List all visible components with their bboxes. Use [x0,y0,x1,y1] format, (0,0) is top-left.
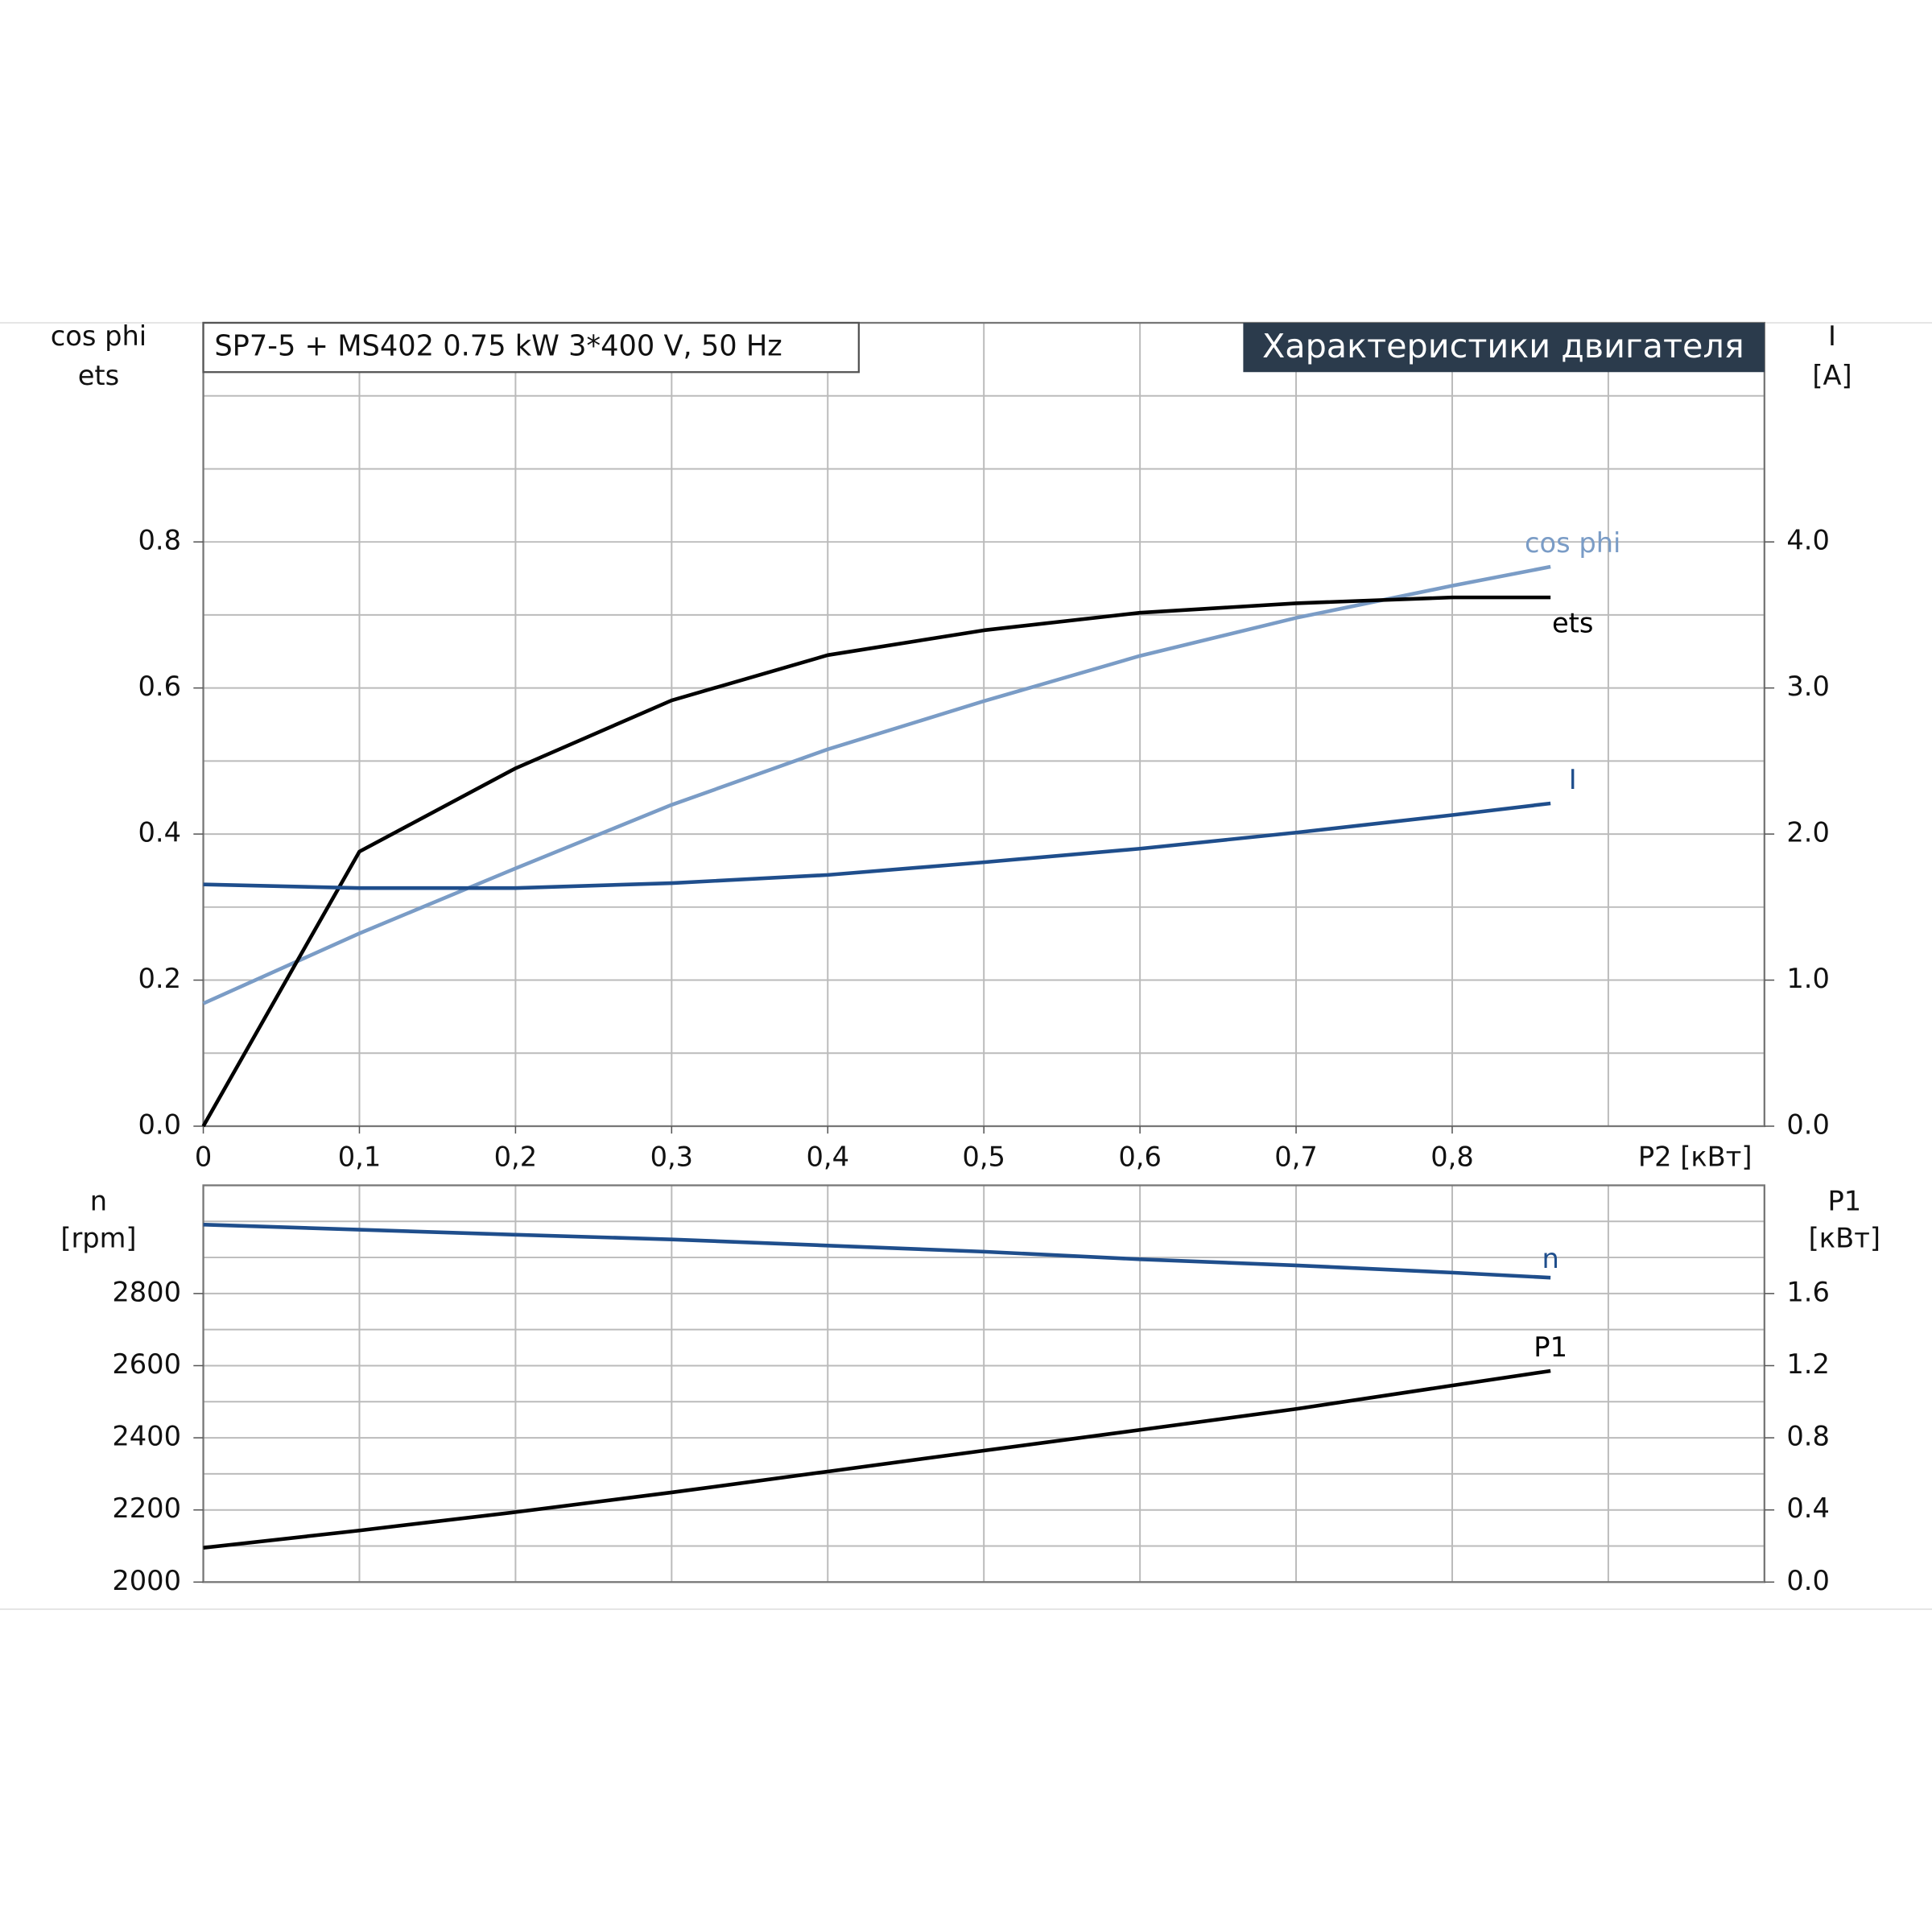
y2-tick-label: 0.0 [1786,1565,1830,1596]
header-box [1243,323,1765,373]
y-tick-label: 2200 [112,1492,181,1524]
y-tick-label: 0.8 [138,525,181,556]
y-tick-label: 0.2 [138,963,181,994]
y2-tick-label: 3.0 [1786,671,1830,702]
x-tick-label: 0,4 [806,1141,849,1172]
y2-tick-label: 1.0 [1786,963,1830,994]
x-tick-label: 0,1 [338,1141,382,1172]
chart-subtitle: Характеристики двигателя [1262,327,1744,365]
series-label: cos phi [1525,527,1620,559]
title-box [202,321,860,374]
series-line [203,801,1551,890]
series-line [201,595,1551,1128]
series-label: ets [1552,607,1593,638]
y-axis-label: ets [78,360,119,391]
x-axis-label: P2 [кВт] [1638,1141,1752,1172]
y2-axis-label: P1 [1827,1185,1861,1216]
y2-tick-label: 4.0 [1786,525,1830,556]
y-tick-label: 0.6 [138,671,181,702]
y2-tick-label: 2.0 [1786,817,1830,848]
chart-title: SP7-5 + MS402 0.75 kW 3*400 V, 50 Hz [214,330,782,363]
y-tick-label: 0.4 [138,817,181,848]
x-tick-label: 0,5 [962,1141,1005,1172]
y2-tick-label: 0.8 [1786,1421,1830,1452]
y2-tick-label: 0.0 [1786,1108,1830,1140]
y2-axis-label: [A] [1812,360,1852,391]
y2-tick-label: 0.4 [1786,1492,1830,1524]
series-line [203,1222,1551,1280]
y2-tick-label: 1.2 [1786,1348,1830,1380]
series-label: P1 [1534,1331,1567,1363]
y-axis-label: [rpm] [60,1222,136,1253]
x-tick-label: 0,8 [1430,1141,1474,1172]
x-tick-label: 0,3 [650,1141,694,1172]
y-tick-label: 2000 [112,1565,181,1596]
series-label: n [1542,1243,1558,1274]
series-label: I [1569,764,1577,795]
y-tick-label: 0.0 [138,1108,181,1140]
y2-axis-label: I [1828,320,1836,352]
plot-frame [202,1184,1765,1583]
x-tick-label: 0 [195,1141,212,1172]
x-tick-label: 0,7 [1274,1141,1318,1172]
x-tick-label: 0,2 [494,1141,538,1172]
series-line [202,564,1551,1005]
y-tick-label: 2600 [112,1348,181,1380]
y-tick-label: 2400 [112,1421,181,1452]
y-axis-label: n [90,1185,107,1216]
x-tick-label: 0,6 [1118,1141,1162,1172]
series-line [203,1368,1551,1550]
y-axis-label: cos phi [51,320,147,352]
y2-axis-label: [кВт] [1809,1222,1880,1253]
y-tick-label: 2800 [112,1276,181,1307]
y2-tick-label: 1.6 [1786,1276,1830,1307]
